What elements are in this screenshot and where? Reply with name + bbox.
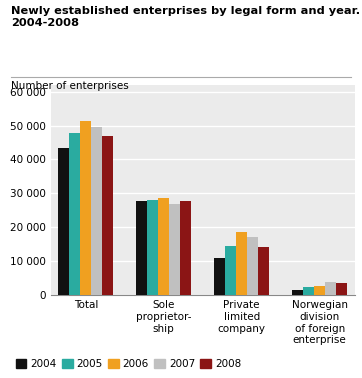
Bar xyxy=(225,246,236,295)
Bar xyxy=(314,287,325,295)
Bar xyxy=(336,283,347,295)
Bar xyxy=(303,287,314,295)
Text: Newly established enterprises by legal form and year.
2004-2008: Newly established enterprises by legal f… xyxy=(11,6,360,28)
Bar xyxy=(158,198,169,295)
Bar xyxy=(325,282,336,295)
Bar xyxy=(214,258,225,295)
Bar xyxy=(80,121,91,295)
Bar xyxy=(236,232,247,295)
Bar xyxy=(169,204,180,295)
Bar xyxy=(91,127,102,295)
Bar xyxy=(247,237,258,295)
Legend: 2004, 2005, 2006, 2007, 2008: 2004, 2005, 2006, 2007, 2008 xyxy=(16,359,241,369)
Bar xyxy=(258,248,269,295)
Bar xyxy=(70,133,80,295)
Bar xyxy=(180,201,191,295)
Text: Number of enterprises: Number of enterprises xyxy=(11,81,129,91)
Bar xyxy=(102,136,113,295)
Bar xyxy=(59,148,70,295)
Bar xyxy=(136,201,147,295)
Bar xyxy=(292,290,303,295)
Bar xyxy=(147,200,158,295)
